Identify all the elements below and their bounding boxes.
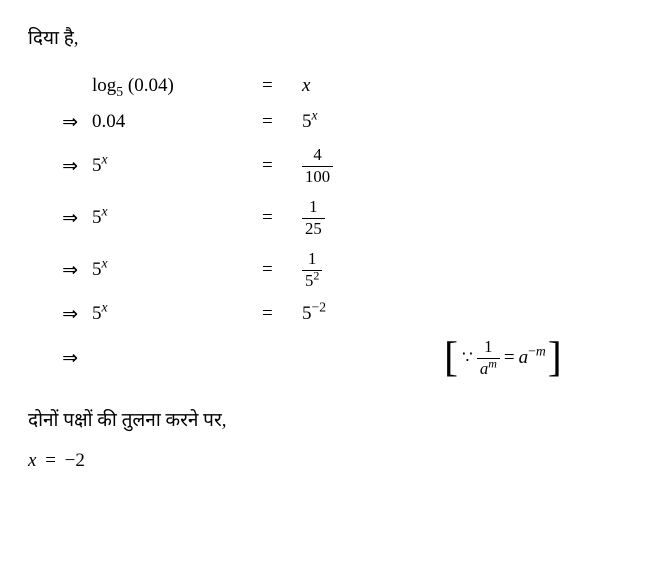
rule-note: [∵1am=a−m]: [412, 337, 628, 379]
derivation-row: ⇒ [∵1am=a−m]: [28, 332, 628, 384]
implies-symbol: ⇒: [28, 111, 92, 134]
equation-lhs: 5x: [92, 207, 262, 229]
equation-lhs: 5x: [92, 155, 262, 177]
equals-sign: =: [262, 259, 302, 281]
equals-sign: =: [262, 155, 302, 177]
final-eq: =: [41, 450, 60, 471]
implies-symbol: ⇒: [28, 259, 92, 282]
equation-rhs: x: [302, 75, 412, 97]
equals-sign: =: [262, 75, 302, 97]
equation-lhs: 0.04: [92, 111, 262, 133]
derivation-row: ⇒5x=5−2: [28, 296, 628, 332]
final-result: x = −2: [28, 450, 628, 472]
derivation-row: ⇒5x=125: [28, 192, 628, 244]
intro-text: दिया है,: [28, 24, 628, 50]
derivation-row: log5 (0.04)=x: [28, 68, 628, 104]
compare-text: दोनों पक्षों की तुलना करने पर,: [28, 406, 628, 432]
equals-sign: =: [262, 111, 302, 133]
equation-rhs: 125: [302, 198, 412, 238]
equation-lhs: 5x: [92, 303, 262, 325]
derivation-row: ⇒5x=152: [28, 244, 628, 296]
final-lhs: x: [28, 450, 36, 471]
implies-symbol: ⇒: [28, 207, 92, 230]
equation-lhs: log5 (0.04): [92, 75, 262, 97]
because-symbol: ∵: [460, 348, 477, 368]
equation-rhs: 5−2: [302, 303, 412, 325]
derivation-row: ⇒0.04=5x: [28, 104, 628, 140]
equation-rhs: 4100: [302, 146, 412, 186]
bracket-right-icon: ]: [546, 337, 564, 379]
equals-sign: =: [262, 207, 302, 229]
derivation-row: ⇒5x=4100: [28, 140, 628, 192]
implies-symbol: ⇒: [28, 303, 92, 326]
equation-lhs: 5x: [92, 259, 262, 281]
equation-rhs: 152: [302, 250, 412, 290]
implies-symbol: ⇒: [28, 155, 92, 178]
derivation-block: log5 (0.04)=x⇒0.04=5x⇒5x=4100⇒5x=125⇒5x=…: [28, 68, 628, 384]
equation-rhs: 5x: [302, 111, 412, 133]
implies-symbol: ⇒: [28, 347, 92, 370]
equals-sign: =: [262, 303, 302, 325]
bracket-left-icon: [: [442, 337, 460, 379]
final-rhs: −2: [65, 450, 85, 471]
